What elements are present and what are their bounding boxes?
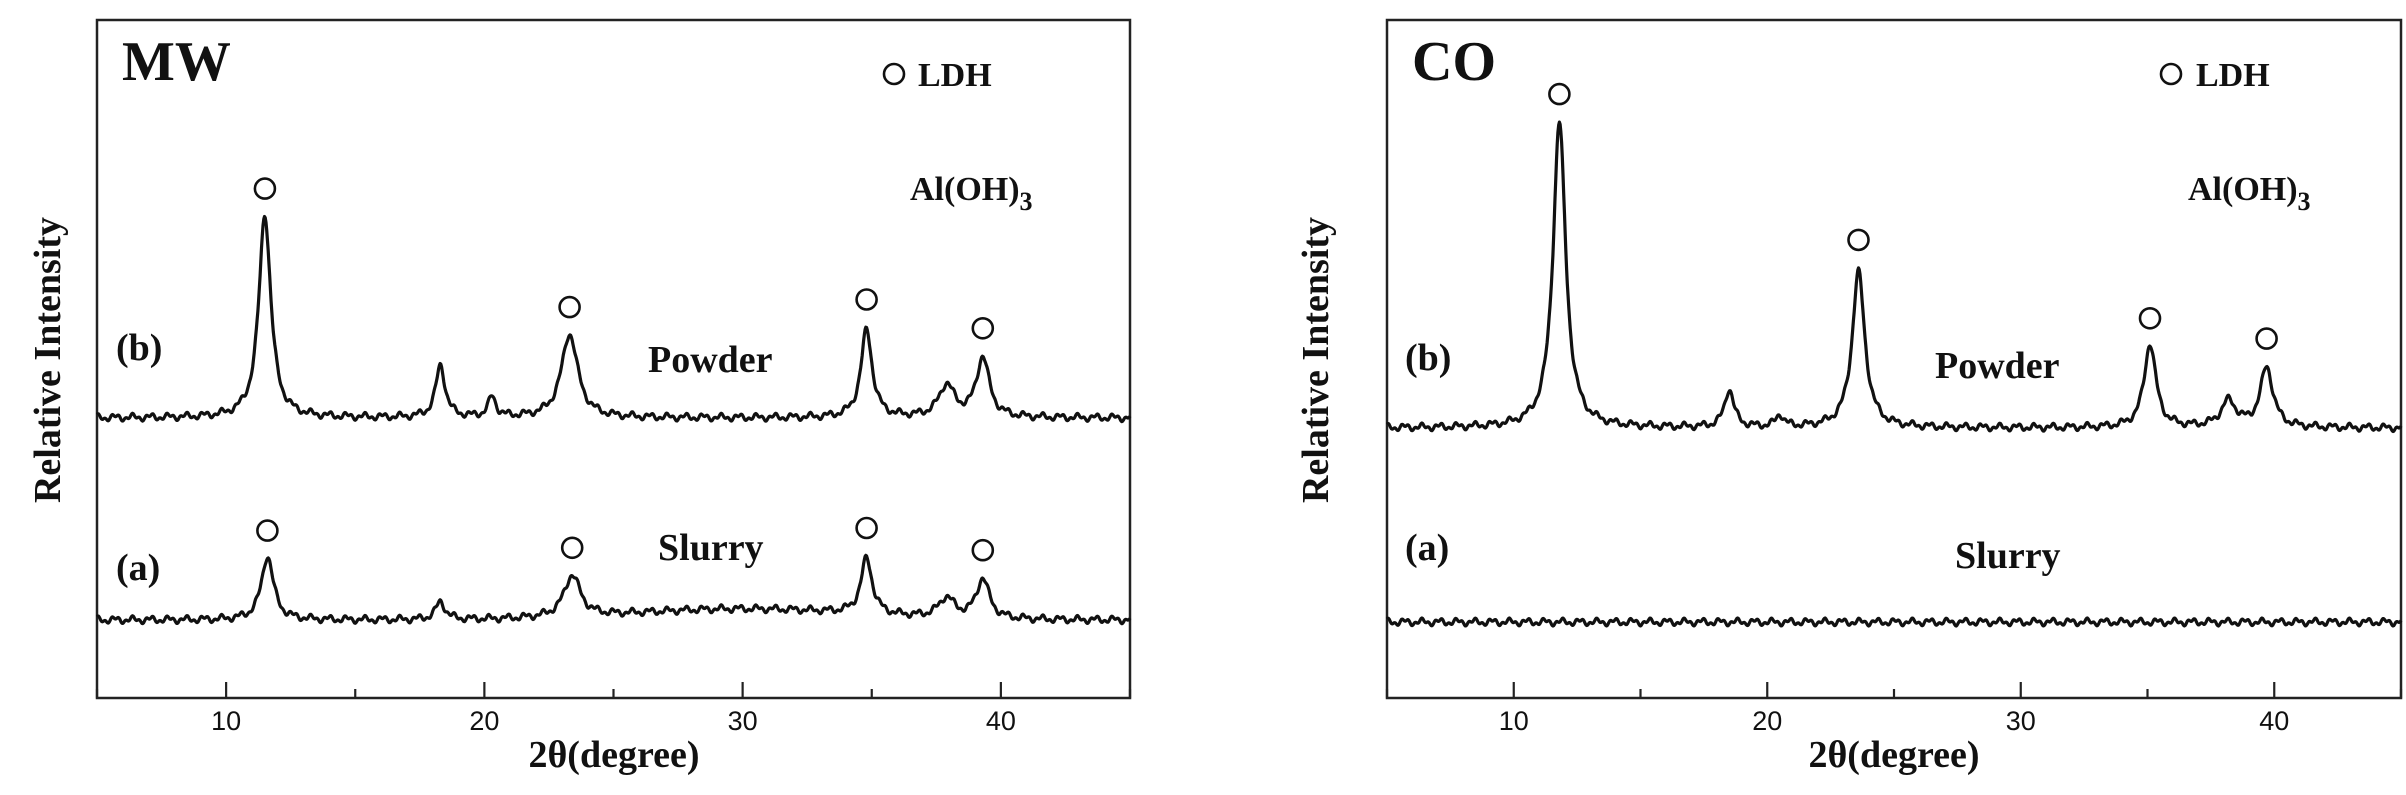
ldh-peak-marker-icon [2255,327,2278,350]
slurry-curve [1385,616,2403,628]
ldh-peak-marker-icon [855,288,878,311]
x-tick-label: 30 [2006,706,2036,736]
y-axis-label: Relative Intensity [27,217,69,503]
series-label-slurry: Slurry [1955,535,2061,577]
ldh-peak-marker-icon [971,538,995,562]
ldh-peak-marker-icon [971,316,995,340]
ldh-peak-marker-icon [1847,228,1870,252]
x-axis-ticks: 10 20 30 40 [1385,682,2403,736]
series-label-powder: Powder [648,339,773,381]
series-tag-a: (a) [1405,527,1449,569]
x-axis-ticks: 10 20 30 40 [95,682,1132,736]
powder-curve [1385,120,2403,434]
legend-aloh3-label: Al(OH)3 [910,171,1033,216]
x-tick-label: 10 [1499,706,1529,736]
series-tag-b: (b) [116,327,162,369]
panel-label: CO [1412,31,1496,93]
x-tick-label: 40 [2259,706,2289,736]
ldh-peak-marker-icon [253,177,277,200]
panel-label: MW [122,31,231,93]
ldh-peak-marker-icon [558,295,581,319]
x-tick-label: 10 [211,706,241,736]
ldh-peak-marker-icon [855,516,878,540]
ldh-peak-marker-icon [256,519,279,542]
legend: LDH Al(OH)3 [2159,57,2311,216]
ldh-legend-marker-icon [882,62,906,86]
plot-frame [1385,18,2403,700]
x-tick-label: 20 [1752,706,1782,736]
x-tick-label: 40 [986,706,1016,736]
panel-co: CO LDH Al(OH)3 (b) (a) Powder Slurry 10 2… [1295,18,2403,776]
ldh-peak-marker-icon [560,536,584,560]
ldh-peak-markers [253,177,995,562]
panel-mw: MW LDH Al(OH)3 (b) (a) Powder Slurry 10 2… [27,18,1132,776]
ldh-peak-marker-icon [1548,82,1571,106]
series-label-powder: Powder [1935,345,2060,387]
slurry-curve [95,553,1132,626]
series-tag-b: (b) [1405,337,1451,379]
legend-ldh-label: LDH [2196,57,2270,94]
legend: LDH Al(OH)3 [882,57,1033,216]
ldh-peak-markers [1548,82,2278,350]
legend-ldh-label: LDH [918,57,992,94]
series-tag-a: (a) [116,547,160,589]
legend-aloh3-label: Al(OH)3 [2188,171,2311,216]
ldh-legend-marker-icon [2159,62,2183,86]
powder-curve [95,214,1132,424]
x-tick-label: 30 [728,706,758,736]
ldh-peak-marker-icon [2138,306,2162,330]
x-axis-label: 2θ(degree) [528,734,699,776]
series-label-slurry: Slurry [658,527,764,569]
y-axis-label: Relative Intensity [1295,217,1337,503]
x-axis-label: 2θ(degree) [1808,734,1979,776]
x-tick-label: 20 [469,706,499,736]
